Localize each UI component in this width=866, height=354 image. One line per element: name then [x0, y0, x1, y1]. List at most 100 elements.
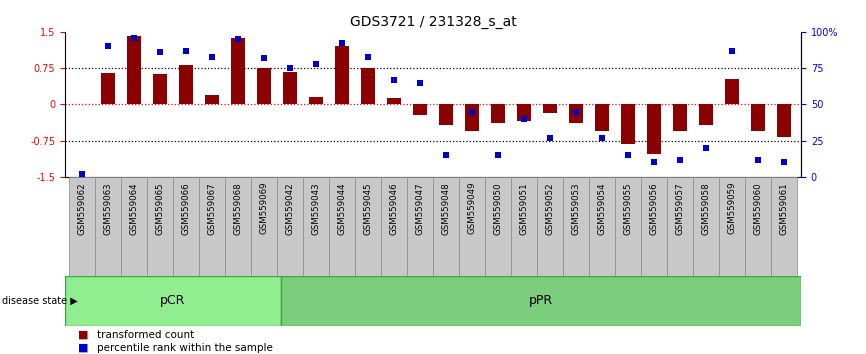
- Bar: [407, 177, 433, 276]
- Point: [387, 77, 401, 82]
- Bar: [283, 72, 297, 104]
- Bar: [381, 177, 407, 276]
- Bar: [335, 46, 349, 104]
- Bar: [771, 177, 797, 276]
- Point: [439, 152, 453, 158]
- Bar: [589, 177, 615, 276]
- Text: GSM559054: GSM559054: [598, 182, 606, 235]
- Bar: [615, 177, 641, 276]
- Point: [751, 157, 765, 162]
- Point: [153, 49, 167, 55]
- Text: disease state ▶: disease state ▶: [2, 296, 77, 306]
- Bar: [647, 104, 662, 154]
- Point: [127, 35, 141, 40]
- Point: [491, 152, 505, 158]
- Bar: [309, 97, 323, 104]
- Bar: [152, 74, 167, 104]
- Point: [309, 61, 323, 67]
- Text: GSM559057: GSM559057: [675, 182, 685, 235]
- Bar: [199, 177, 225, 276]
- Bar: [257, 68, 271, 104]
- Bar: [569, 104, 583, 123]
- Bar: [173, 177, 199, 276]
- Text: GSM559059: GSM559059: [727, 182, 737, 234]
- Bar: [204, 95, 219, 104]
- Text: percentile rank within the sample: percentile rank within the sample: [97, 343, 273, 353]
- Bar: [537, 177, 563, 276]
- Bar: [491, 104, 505, 123]
- Bar: [725, 79, 740, 104]
- Point: [101, 44, 115, 49]
- Text: GSM559061: GSM559061: [779, 182, 789, 235]
- Bar: [126, 36, 141, 104]
- Text: ■: ■: [78, 343, 88, 353]
- Text: GSM559043: GSM559043: [312, 182, 320, 235]
- Point: [231, 36, 245, 42]
- Point: [283, 65, 297, 71]
- Bar: [673, 104, 688, 131]
- Point: [595, 135, 609, 141]
- Bar: [621, 104, 636, 144]
- Point: [335, 41, 349, 46]
- Text: GSM559045: GSM559045: [364, 182, 372, 235]
- Text: pPR: pPR: [529, 295, 553, 307]
- Text: ■: ■: [78, 330, 88, 339]
- Bar: [355, 177, 381, 276]
- Point: [725, 48, 739, 53]
- Bar: [281, 276, 801, 326]
- Text: GSM559047: GSM559047: [416, 182, 424, 235]
- Bar: [251, 177, 277, 276]
- Text: GSM559053: GSM559053: [572, 182, 580, 235]
- Text: GSM559048: GSM559048: [442, 182, 450, 235]
- Point: [647, 160, 661, 165]
- Text: GSM559069: GSM559069: [260, 182, 268, 234]
- Bar: [100, 73, 115, 104]
- Bar: [439, 104, 453, 125]
- Bar: [719, 177, 745, 276]
- Point: [517, 116, 531, 122]
- Text: GSM559050: GSM559050: [494, 182, 502, 235]
- Text: GSM559064: GSM559064: [129, 182, 139, 235]
- Bar: [433, 177, 459, 276]
- Point: [179, 48, 193, 53]
- Text: GSM559044: GSM559044: [338, 182, 346, 235]
- Bar: [95, 177, 121, 276]
- Bar: [225, 177, 251, 276]
- Text: GSM559042: GSM559042: [286, 182, 294, 235]
- Bar: [563, 177, 589, 276]
- Text: GSM559062: GSM559062: [77, 182, 87, 235]
- Bar: [777, 104, 792, 137]
- Text: GSM559067: GSM559067: [208, 182, 216, 235]
- Bar: [69, 177, 95, 276]
- Bar: [413, 104, 427, 115]
- Text: GSM559068: GSM559068: [234, 182, 242, 235]
- Bar: [641, 177, 667, 276]
- Text: GSM559049: GSM559049: [468, 182, 476, 234]
- Text: transformed count: transformed count: [97, 330, 194, 339]
- Point: [543, 135, 557, 141]
- Point: [257, 55, 271, 61]
- Text: GSM559051: GSM559051: [520, 182, 528, 235]
- Bar: [65, 276, 281, 326]
- Bar: [459, 177, 485, 276]
- Bar: [178, 65, 193, 104]
- Point: [413, 80, 427, 85]
- Text: GSM559065: GSM559065: [155, 182, 165, 235]
- Text: GSM559055: GSM559055: [624, 182, 632, 235]
- Text: GSM559058: GSM559058: [701, 182, 711, 235]
- Bar: [745, 177, 771, 276]
- Point: [361, 54, 375, 59]
- Point: [465, 109, 479, 115]
- Bar: [121, 177, 147, 276]
- Text: pCR: pCR: [160, 295, 185, 307]
- Point: [673, 157, 687, 162]
- Bar: [485, 177, 511, 276]
- Bar: [147, 177, 173, 276]
- Text: GSM559056: GSM559056: [650, 182, 658, 235]
- Bar: [751, 104, 766, 131]
- Text: GSM559052: GSM559052: [546, 182, 554, 235]
- Point: [569, 109, 583, 115]
- Point: [777, 160, 791, 165]
- Title: GDS3721 / 231328_s_at: GDS3721 / 231328_s_at: [350, 16, 516, 29]
- Bar: [277, 177, 303, 276]
